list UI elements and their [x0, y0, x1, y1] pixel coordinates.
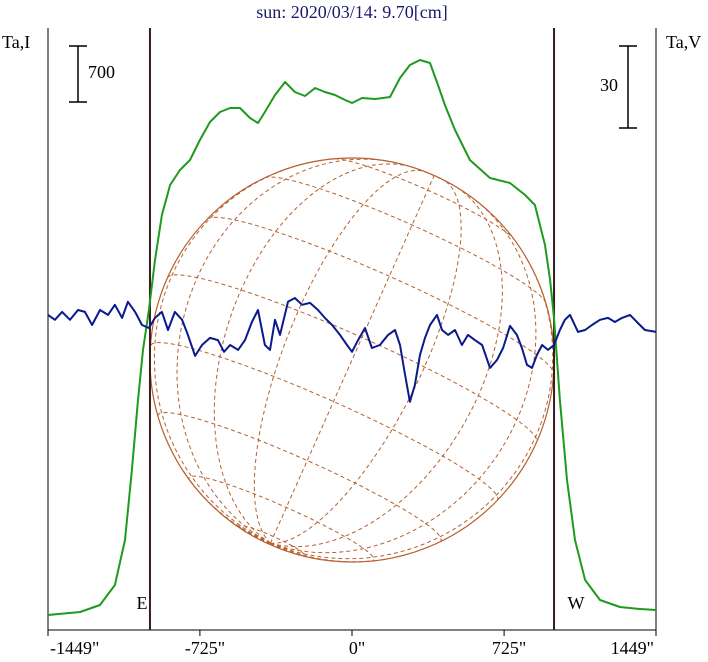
grid-line: [206, 216, 555, 374]
scale-bar-label: 30: [600, 75, 618, 95]
grid-line: [253, 169, 425, 544]
limb-label: E: [136, 593, 147, 613]
grid-line: [270, 198, 537, 554]
grid-line: [167, 274, 538, 443]
grid-line: [213, 163, 409, 544]
grid-line: [334, 158, 514, 239]
grid-line: [270, 256, 554, 560]
grid-line: [269, 175, 435, 544]
grid-line: [270, 179, 462, 544]
limb-label: W: [568, 593, 585, 613]
grid-line: [239, 525, 305, 556]
scale-bar-label: 700: [88, 62, 115, 82]
x-tick-label: 0": [349, 638, 365, 658]
y-axis-label: Ta,I: [2, 32, 30, 52]
grid-line: [188, 475, 375, 562]
solar-grid: [149, 157, 555, 563]
x-tick-label: -725": [185, 638, 225, 658]
series-line: [47, 59, 657, 616]
grid-line: [157, 411, 442, 542]
x-tick-label: -1449": [50, 638, 99, 658]
x-tick-label: 1449": [611, 638, 654, 658]
grid-line: [270, 187, 503, 548]
grid-line: [150, 342, 499, 501]
x-tick-label: 725": [492, 638, 526, 658]
grid-line: [264, 176, 547, 304]
grid-line: [176, 158, 391, 544]
y2-axis-label: Ta,V: [666, 32, 701, 52]
grid-line: [153, 161, 313, 544]
series-line: [47, 297, 657, 403]
chart-title: sun: 2020/03/14: 9.70[cm]: [256, 2, 448, 22]
